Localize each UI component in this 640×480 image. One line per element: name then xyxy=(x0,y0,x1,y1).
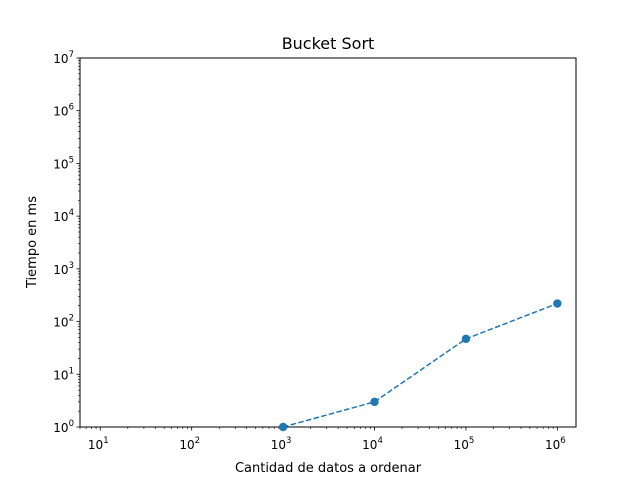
data-point xyxy=(370,397,379,407)
y-tick-label: 100 xyxy=(53,419,74,435)
chart-title: Bucket Sort xyxy=(282,34,375,53)
y-axis: 100 101 102 103 104 105 106 107 xyxy=(53,50,80,435)
series-line xyxy=(282,302,558,428)
y-tick-label: 104 xyxy=(53,208,74,224)
y-tick-label: 101 xyxy=(53,366,74,382)
x-tick-label: 106 xyxy=(545,436,566,452)
plot-area xyxy=(79,57,577,428)
x-tick-label: 101 xyxy=(88,436,109,452)
x-axis-label: Cantidad de datos a ordenar xyxy=(235,461,422,476)
x-tick-label: 102 xyxy=(179,436,200,452)
series-layer xyxy=(278,299,562,432)
y-tick-label: 102 xyxy=(53,314,74,330)
y-tick-label: 106 xyxy=(53,103,74,119)
y-tick-label: 103 xyxy=(53,261,74,277)
x-tick-label: 103 xyxy=(271,436,292,452)
x-tick-label: 104 xyxy=(362,436,383,452)
x-tick-label: 105 xyxy=(454,436,475,452)
x-axis: 101 102 103 104 105 106 xyxy=(79,427,566,452)
data-point xyxy=(278,422,288,432)
y-tick-label: 107 xyxy=(53,50,74,66)
data-point xyxy=(461,334,471,344)
y-axis-label: Tiempo en ms xyxy=(25,196,40,289)
y-tick-label: 105 xyxy=(53,155,74,171)
data-point xyxy=(553,299,562,308)
